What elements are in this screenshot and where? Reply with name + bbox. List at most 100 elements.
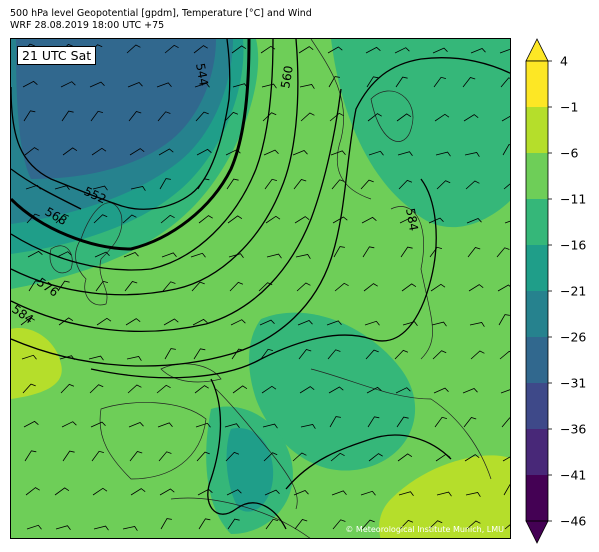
wind-barb bbox=[434, 416, 448, 428]
weather-map: 544 552 560 568 576 584 584 21 UTC Sat ©… bbox=[10, 38, 511, 539]
wind-barb bbox=[91, 450, 105, 462]
wind-barb bbox=[24, 450, 37, 462]
wind-barb bbox=[156, 384, 171, 394]
wind-barb bbox=[230, 319, 246, 326]
wind-barb bbox=[399, 217, 415, 224]
wind-barb bbox=[163, 318, 179, 326]
wind-barb bbox=[433, 387, 449, 394]
colorbar-extend-under bbox=[525, 520, 549, 544]
wind-barb bbox=[299, 386, 315, 394]
wind-barb bbox=[162, 281, 176, 292]
wind-barb bbox=[92, 185, 108, 191]
wind-barb bbox=[130, 488, 146, 496]
wind-barb bbox=[62, 147, 78, 156]
wind-barb bbox=[23, 420, 39, 428]
wind-barb bbox=[262, 423, 278, 429]
wind-barb bbox=[298, 349, 312, 360]
wind-barb bbox=[296, 282, 311, 292]
colorbar-extend-over bbox=[525, 38, 549, 62]
wind-barb bbox=[329, 416, 341, 428]
wind-barb bbox=[470, 48, 486, 54]
wind-barb bbox=[436, 491, 452, 497]
wind-barb bbox=[300, 112, 315, 122]
wind-barb bbox=[368, 150, 384, 156]
wind-barb bbox=[502, 144, 510, 156]
contour-label: 584 bbox=[403, 207, 421, 232]
colorbar-segment bbox=[526, 61, 548, 108]
wind-barb bbox=[126, 356, 142, 361]
wind-barb bbox=[436, 180, 451, 190]
wind-barb bbox=[297, 320, 313, 326]
wind-barb bbox=[367, 416, 380, 428]
wind-barb bbox=[428, 217, 444, 224]
wind-barb bbox=[59, 355, 75, 360]
colorbar-segment bbox=[526, 291, 548, 338]
wind-barb bbox=[292, 452, 307, 462]
wind-barb bbox=[401, 283, 417, 292]
wind-barb bbox=[61, 110, 74, 122]
wind-barb bbox=[126, 44, 141, 54]
wind-barb bbox=[25, 487, 40, 496]
wind-barb bbox=[333, 246, 345, 258]
wind-barb bbox=[396, 416, 409, 428]
wind-barb bbox=[261, 83, 277, 89]
wind-barb bbox=[26, 213, 40, 224]
temperature-band-ne bbox=[331, 39, 510, 228]
colorbar-tick-label: −41 bbox=[560, 467, 587, 483]
wind-barb bbox=[368, 453, 383, 462]
wind-barb bbox=[294, 216, 310, 224]
wind-barb bbox=[499, 48, 510, 54]
wind-barb bbox=[194, 82, 210, 88]
wind-barb bbox=[127, 384, 142, 394]
wind-barb bbox=[361, 519, 375, 530]
wind-barb bbox=[431, 321, 447, 327]
wind-barb bbox=[93, 525, 109, 531]
wind-barb bbox=[225, 149, 241, 156]
wind-barb bbox=[93, 214, 108, 224]
wind-barb bbox=[470, 350, 485, 360]
wind-barb bbox=[195, 111, 209, 122]
colorbar-tick-label: −1 bbox=[560, 99, 579, 115]
wind-barb bbox=[61, 421, 77, 428]
colorbar-segment bbox=[526, 475, 548, 522]
wind-barb bbox=[231, 45, 247, 54]
colorbar-segment bbox=[526, 245, 548, 292]
colorbar-tick-label: −21 bbox=[560, 283, 587, 299]
temperature-colorbar bbox=[525, 38, 552, 544]
wind-barb bbox=[94, 251, 110, 258]
wind-barb bbox=[196, 451, 210, 462]
wind-barb bbox=[329, 112, 344, 122]
wind-barb bbox=[259, 319, 275, 326]
valid-time-label: 21 UTC Sat bbox=[17, 46, 97, 65]
wind-barb bbox=[332, 519, 346, 530]
wind-barb bbox=[331, 490, 347, 496]
wind-barb bbox=[501, 115, 510, 122]
wind-barb bbox=[160, 214, 175, 224]
wind-barb bbox=[400, 246, 413, 258]
wind-barb bbox=[362, 246, 375, 258]
wind-barb bbox=[28, 280, 41, 292]
wind-barb bbox=[159, 488, 175, 496]
wind-barb bbox=[54, 185, 70, 190]
wind-barb bbox=[22, 80, 38, 88]
wind-barb bbox=[395, 76, 408, 88]
wind-barb bbox=[330, 452, 345, 462]
wind-barb bbox=[396, 113, 412, 122]
wind-barb bbox=[266, 253, 282, 259]
wind-barb bbox=[232, 83, 248, 88]
wind-barb bbox=[504, 524, 510, 530]
chart-title-line2: WRF 28.08.2019 18:00 UTC +75 bbox=[10, 20, 165, 31]
wind-barb bbox=[193, 45, 208, 54]
wind-barb bbox=[462, 77, 476, 88]
contour-label: 544 bbox=[193, 62, 211, 87]
temperature-band-tyrrhenian bbox=[226, 428, 274, 512]
wind-barb bbox=[198, 215, 213, 224]
wind-barb bbox=[363, 283, 378, 292]
wind-barb bbox=[127, 82, 143, 88]
wind-barb bbox=[262, 112, 277, 122]
wind-barb bbox=[365, 46, 381, 54]
wind-barb bbox=[58, 317, 74, 326]
wind-barb bbox=[500, 389, 510, 394]
wind-barb bbox=[394, 349, 409, 360]
wind-barb bbox=[20, 317, 35, 326]
